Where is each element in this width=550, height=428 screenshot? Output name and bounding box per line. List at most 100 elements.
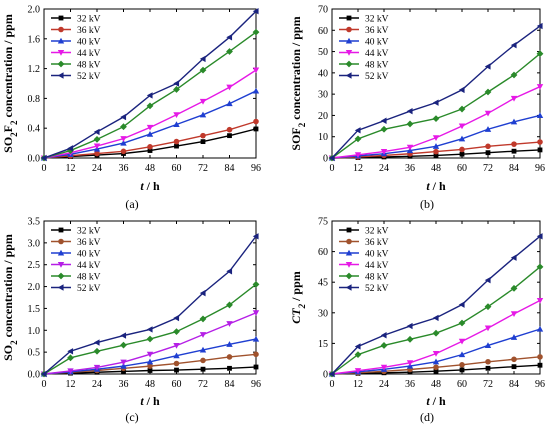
y-tick-label: 1.5 — [28, 304, 41, 315]
data-point — [173, 314, 180, 322]
legend-entry: 40 kV — [77, 250, 101, 260]
x-tick-label: 84 — [509, 379, 519, 390]
data-point — [536, 298, 544, 304]
data-point — [354, 127, 361, 134]
plot-frame — [43, 220, 257, 375]
data-point — [406, 360, 414, 366]
y-tick-label: 30 — [318, 90, 328, 101]
data-point — [458, 123, 466, 130]
x-tick-label: 0 — [330, 163, 335, 174]
x-tick-label: 12 — [66, 163, 76, 174]
y-tick-label: 1.6 — [28, 34, 41, 45]
data-point — [484, 110, 492, 117]
legend-marker — [345, 60, 353, 68]
legend-entry: 40 kV — [365, 38, 389, 48]
data-point — [199, 66, 207, 74]
x-tick-label: 36 — [405, 163, 415, 174]
legend-marker — [346, 26, 352, 33]
x-tick-label: 48 — [431, 379, 441, 390]
data-point — [93, 143, 101, 150]
data-point — [40, 370, 47, 378]
legend-marker — [58, 26, 64, 33]
legend-marker — [345, 37, 353, 44]
y-tick-label: 30 — [318, 308, 328, 319]
legend-entry: 40 kV — [77, 38, 101, 48]
x-tick-label: 36 — [119, 379, 129, 390]
x-tick-label: 0 — [42, 379, 47, 390]
panel-caption: (b) — [420, 197, 434, 211]
data-point — [354, 152, 362, 159]
data-point — [173, 112, 180, 118]
data-point — [458, 338, 466, 345]
data-point — [200, 139, 206, 145]
data-point — [146, 335, 154, 343]
x-axis-label: t / h — [140, 394, 160, 408]
data-point — [510, 41, 517, 49]
legend-entry: 32 kV — [77, 227, 101, 237]
data-point — [120, 362, 127, 369]
data-point — [537, 139, 543, 145]
data-point — [406, 120, 414, 128]
data-point — [354, 351, 362, 359]
legend-marker — [58, 227, 64, 233]
data-point — [174, 143, 179, 149]
data-point — [227, 133, 232, 139]
data-point — [253, 351, 259, 358]
data-point — [226, 84, 233, 91]
y-tick-label: 50 — [318, 47, 328, 58]
legend-marker — [57, 284, 64, 291]
x-tick-label: 48 — [145, 163, 155, 174]
data-point — [432, 314, 439, 322]
legend-marker — [57, 60, 65, 68]
data-point — [536, 22, 543, 30]
data-point — [458, 319, 466, 327]
data-point — [252, 8, 259, 15]
data-point — [510, 118, 518, 125]
y-tick-label: 75 — [318, 217, 328, 228]
x-tick-label: 72 — [198, 379, 208, 390]
y-tick-label: 2.0 — [28, 5, 41, 16]
data-point — [67, 354, 74, 362]
legend-entry: 40 kV — [365, 250, 389, 260]
x-tick-label: 84 — [509, 163, 519, 174]
data-point — [354, 135, 362, 143]
legend-marker — [57, 72, 64, 79]
data-point — [510, 334, 518, 340]
legend-marker — [58, 15, 64, 21]
data-point — [120, 123, 127, 131]
x-tick-label: 48 — [145, 379, 155, 390]
series-52-kv — [40, 8, 259, 162]
legend-marker — [345, 72, 352, 79]
data-point — [328, 370, 335, 378]
y-tick-label: 2.0 — [28, 282, 41, 293]
y-tick-label: 3.0 — [28, 238, 41, 249]
data-point — [432, 351, 440, 357]
data-point — [93, 135, 101, 143]
legend-entry: 32 kV — [365, 227, 389, 237]
x-tick-label: 60 — [457, 379, 467, 390]
data-point — [199, 111, 207, 118]
data-point — [199, 346, 207, 353]
legend-entry: 52 kV — [365, 284, 389, 294]
y-tick-label: 40 — [318, 68, 328, 79]
data-point — [173, 86, 180, 93]
y-tick-label: 2.5 — [28, 260, 41, 271]
series-48-kv — [40, 280, 260, 378]
panel-caption: (c) — [125, 410, 138, 424]
data-point — [147, 363, 153, 369]
data-point — [120, 332, 127, 339]
data-point — [458, 105, 466, 113]
series-line — [331, 53, 541, 159]
data-point — [252, 335, 260, 342]
x-axis-label: t / h — [426, 394, 446, 408]
x-tick-label: 48 — [431, 163, 441, 174]
data-point — [511, 141, 517, 147]
x-tick-label: 96 — [535, 163, 545, 174]
data-point — [252, 280, 260, 288]
x-tick-label: 84 — [225, 379, 235, 390]
y-tick-label: 0.8 — [28, 94, 41, 105]
data-point — [432, 135, 440, 141]
data-point — [120, 113, 127, 121]
x-tick-label: 24 — [92, 379, 102, 390]
data-point — [459, 146, 465, 153]
